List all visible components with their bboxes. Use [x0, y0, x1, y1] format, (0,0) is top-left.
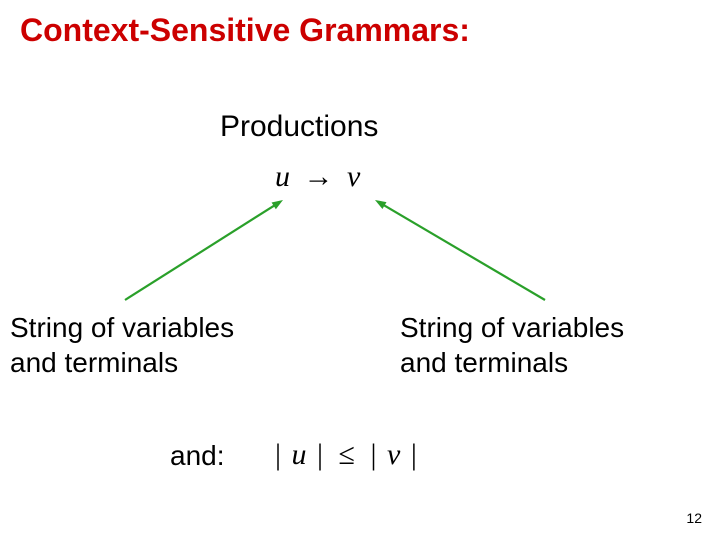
productions-label: Productions [220, 110, 378, 144]
and-label: and: [170, 440, 225, 472]
leq-icon: ≤ [339, 438, 355, 471]
bar: | [411, 438, 417, 471]
ineq-v: v [387, 438, 400, 471]
right-desc-line2: and terminals [400, 345, 624, 380]
ineq-u: u [292, 438, 307, 471]
bar: | [371, 438, 377, 471]
page-number: 12 [686, 510, 702, 526]
slide: Context-Sensitive Grammars: Productions … [0, 0, 720, 540]
inequality-formula: | u | ≤ | v | [275, 438, 417, 472]
bar: | [275, 438, 281, 471]
rule-lhs: u [275, 160, 290, 193]
slide-title: Context-Sensitive Grammars: [20, 12, 470, 49]
title-text: Context-Sensitive Grammars: [20, 12, 470, 48]
left-desc-line1: String of variables [10, 310, 234, 345]
right-description: String of variables and terminals [400, 310, 624, 380]
bar: | [317, 438, 323, 471]
rule-rhs: v [347, 160, 360, 193]
production-rule: u → v [275, 160, 360, 194]
left-description: String of variables and terminals [10, 310, 234, 380]
left-desc-line2: and terminals [10, 345, 234, 380]
right-desc-line1: String of variables [400, 310, 624, 345]
arrow-icon: → [304, 160, 334, 193]
